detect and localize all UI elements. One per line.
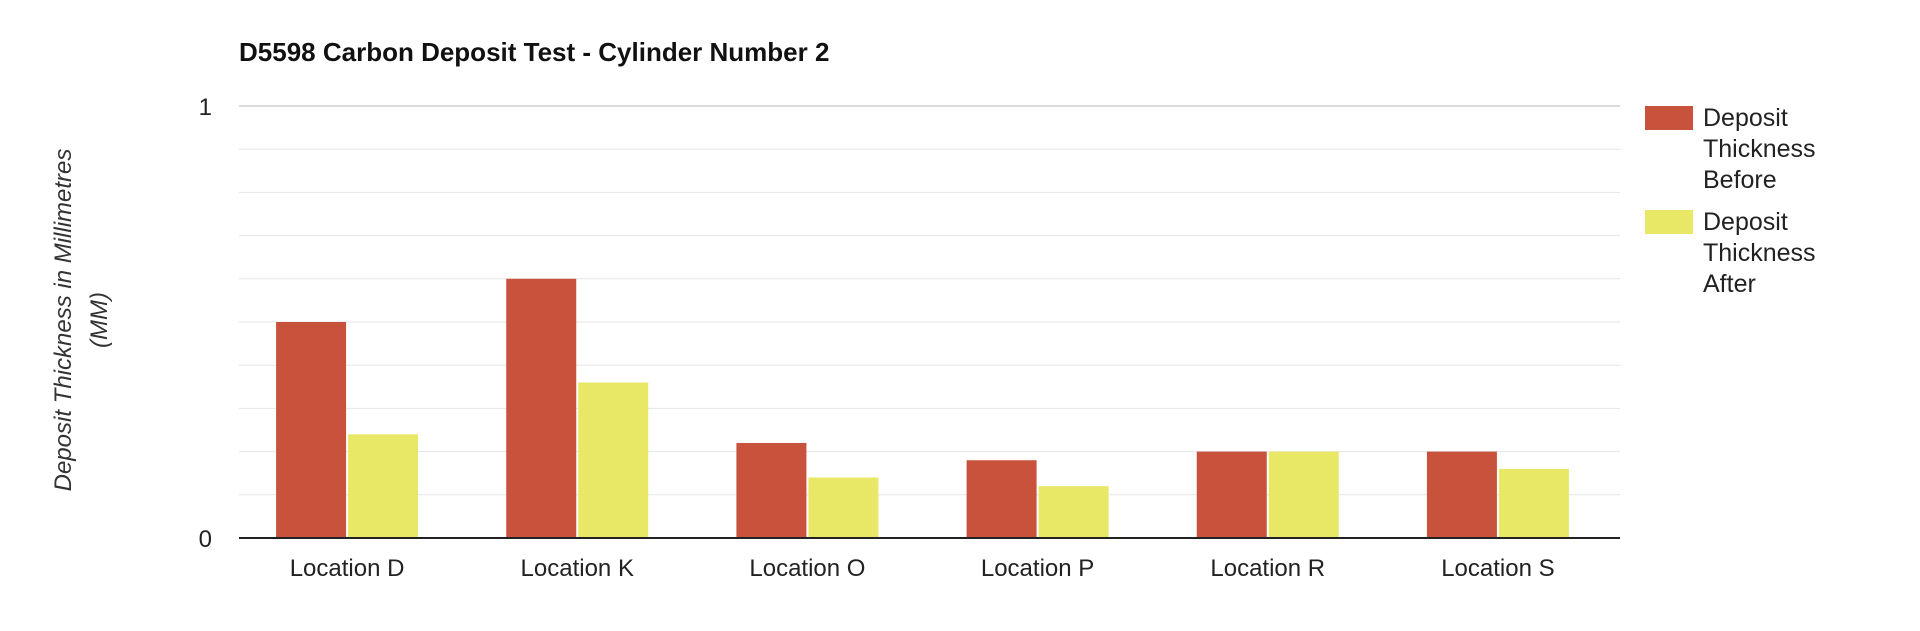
bar-after (808, 477, 879, 538)
gridlines (239, 105, 1620, 496)
bar-after (348, 434, 419, 538)
legend-swatch (1645, 210, 1693, 234)
bar-before (966, 460, 1037, 538)
bar-after (1038, 486, 1109, 538)
y-tick-label: 0 (199, 526, 212, 553)
bar-after (1498, 468, 1569, 538)
y-axis-title: Deposit Thickness in Millimetres (MM) (50, 149, 113, 492)
legend-label: Deposit Thickness After (1703, 208, 1816, 298)
y-tick-label: 1 (199, 94, 212, 121)
x-tick-label: Location K (521, 555, 634, 582)
x-tick-label: Location P (981, 555, 1094, 582)
x-tick-label: Location R (1210, 555, 1325, 582)
x-tick-label: Location S (1441, 555, 1554, 582)
y-axis-ticks: 01 (199, 94, 212, 553)
bars (276, 278, 1569, 538)
chart-title: D5598 Carbon Deposit Test - Cylinder Num… (239, 37, 829, 67)
y-axis-title-line-1: Deposit Thickness in Millimetres (50, 149, 77, 492)
legend-label: Deposit Thickness Before (1703, 104, 1816, 194)
legend: Deposit Thickness Before Deposit Thickness Af… (1645, 104, 1816, 298)
x-axis-ticks: Location D Location K Location O Location P… (290, 555, 1555, 582)
x-tick-label: Location D (290, 555, 405, 582)
bar-before (506, 278, 577, 538)
bar-after (1268, 451, 1339, 538)
x-tick-label: Location O (749, 555, 865, 582)
legend-swatch (1645, 106, 1693, 130)
bar-before (1196, 451, 1267, 538)
y-axis-title-line-2: (MM) (86, 292, 113, 348)
bar-before (1426, 451, 1497, 538)
bar-after (578, 382, 649, 538)
bar-before (736, 442, 807, 538)
bar-before (276, 322, 347, 538)
